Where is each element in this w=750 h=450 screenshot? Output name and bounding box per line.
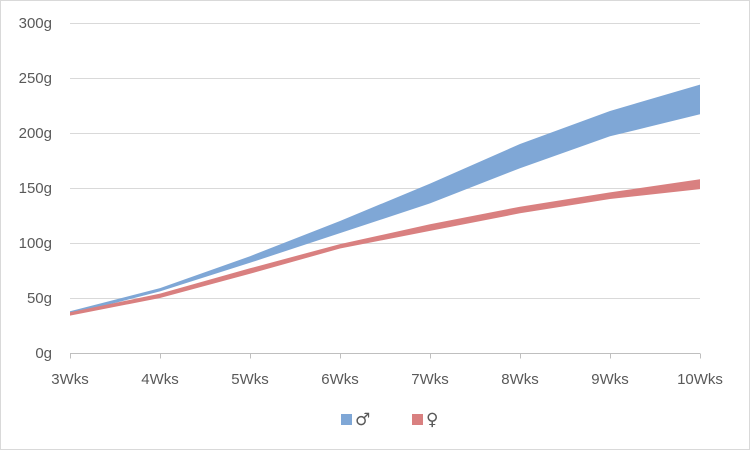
x-tick-label: 4Wks <box>141 371 179 388</box>
x-tick-label: 8Wks <box>501 371 539 388</box>
x-axis-tick-labels: 3Wks 4Wks 5Wks 6Wks 7Wks 8Wks 9Wks 10Wks <box>51 371 723 388</box>
legend-swatch <box>341 414 352 425</box>
y-tick-label: 50g <box>27 290 52 307</box>
series-bands <box>70 84 700 316</box>
y-tick-label: 250g <box>19 70 52 87</box>
gridlines <box>70 23 700 299</box>
y-tick-label: 100g <box>19 235 52 252</box>
x-tick-label: 10Wks <box>677 371 723 388</box>
x-axis <box>70 353 701 359</box>
x-tick-label: 5Wks <box>231 371 269 388</box>
y-tick-label: 200g <box>19 125 52 142</box>
legend: ♂ ♀ <box>341 410 438 430</box>
y-tick-label: 150g <box>19 180 52 197</box>
legend-label: ♂ <box>355 410 370 430</box>
series-band-female <box>70 179 700 316</box>
y-tick-label: 0g <box>35 345 52 362</box>
x-tick-label: 3Wks <box>51 371 89 388</box>
y-tick-label: 300g <box>19 15 52 32</box>
x-tick-label: 9Wks <box>591 371 629 388</box>
legend-swatch <box>412 414 423 425</box>
x-tick-label: 7Wks <box>411 371 449 388</box>
x-tick-label: 6Wks <box>321 371 359 388</box>
legend-label: ♀ <box>426 410 438 430</box>
series-band-male <box>70 84 700 315</box>
y-axis-tick-labels: 0g 50g 100g 150g 200g 250g 300g <box>19 15 52 362</box>
